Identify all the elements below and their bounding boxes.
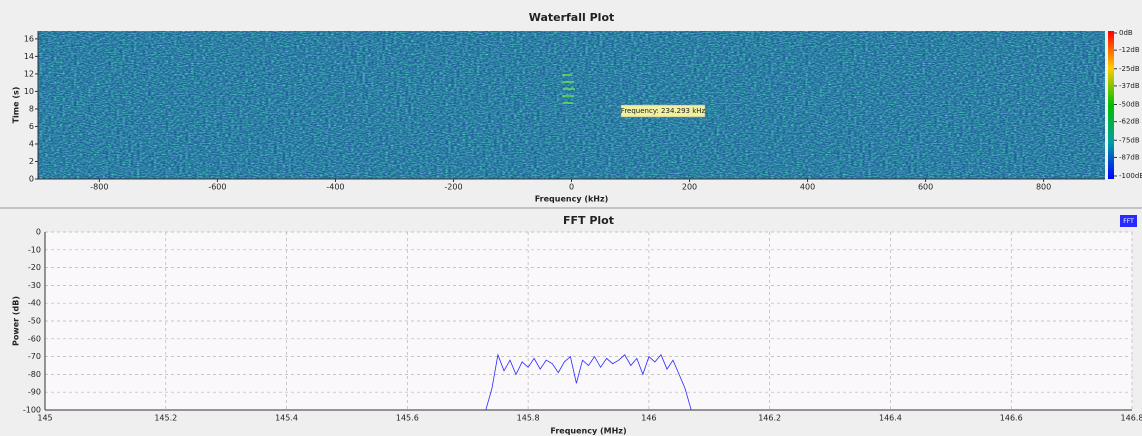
colorbar <box>1108 31 1114 179</box>
y-axis-label: Time (s) <box>12 87 21 124</box>
y-tick-label: -30 <box>28 281 41 290</box>
x-tick-label: 146 <box>641 414 656 423</box>
x-tick-label: 145.2 <box>154 414 177 423</box>
x-tick-label: 600 <box>918 183 933 192</box>
y-tick-label: 10 <box>24 87 34 96</box>
x-tick-label: 400 <box>800 183 815 192</box>
y-tick-label: -40 <box>28 299 41 308</box>
chart-title: Waterfall Plot <box>529 11 615 24</box>
x-axis-label: Frequency (MHz) <box>550 427 626 436</box>
y-tick-label: -10 <box>28 245 41 254</box>
x-tick-label: -200 <box>444 183 462 192</box>
x-tick-label: 200 <box>682 183 697 192</box>
legend-label: FFT <box>1123 218 1134 225</box>
x-tick-label: 146.4 <box>879 414 902 423</box>
screen: Waterfall Plot Frequency (kHz) Time (s) -80… <box>0 0 1142 436</box>
colorbar-label: -100dB <box>1119 172 1142 180</box>
colorbar-label: -50dB <box>1119 101 1140 109</box>
chart-title: FFT Plot <box>563 214 614 227</box>
colorbar-label: 0dB <box>1119 29 1133 37</box>
y-tick-label: -80 <box>28 370 41 379</box>
y-tick-label: 14 <box>24 52 34 61</box>
colorbar-label: -75dB <box>1119 136 1140 144</box>
x-tick-label: 145.6 <box>396 414 419 423</box>
x-tick-label: 145 <box>37 414 52 423</box>
colorbar-label: -25dB <box>1119 65 1140 73</box>
x-tick-label: 145.8 <box>517 414 540 423</box>
waterfall-noise <box>38 31 1105 179</box>
x-tick-label: -800 <box>90 183 108 192</box>
y-tick-label: 8 <box>29 104 34 113</box>
y-tick-label: -60 <box>28 334 41 343</box>
x-tick-label: 146.6 <box>1000 414 1023 423</box>
colorbar-label: -87dB <box>1119 153 1140 161</box>
y-axis-label: Power (dB) <box>12 296 21 346</box>
y-tick-label: 2 <box>29 157 34 166</box>
annotation: Frequency: 234.293 kHz <box>621 107 706 115</box>
x-tick-label: -400 <box>326 183 344 192</box>
x-tick-label: 145.4 <box>275 414 298 423</box>
x-axis-label: Frequency (kHz) <box>535 195 609 204</box>
x-tick-label: 146.2 <box>758 414 781 423</box>
colorbar-label: -12dB <box>1119 46 1140 54</box>
x-tick-label: 146.8 <box>1121 414 1142 423</box>
y-tick-label: 12 <box>24 69 34 78</box>
colorbar-label: -62dB <box>1119 118 1140 126</box>
y-tick-label: 16 <box>24 34 34 43</box>
y-tick-label: -70 <box>28 352 41 361</box>
colorbar-label: -37dB <box>1119 82 1140 90</box>
y-tick-label: -20 <box>28 263 41 272</box>
waterfall-panel <box>38 31 1114 179</box>
y-tick-label: -50 <box>28 317 41 326</box>
y-tick-label: 6 <box>29 122 34 131</box>
y-tick-label: -100 <box>23 406 41 415</box>
x-tick-label: -600 <box>208 183 226 192</box>
y-tick-label: 0 <box>29 175 34 184</box>
x-tick-label: 800 <box>1036 183 1051 192</box>
y-tick-label: 4 <box>29 139 34 148</box>
y-tick-label: -90 <box>28 388 41 397</box>
x-tick-label: 0 <box>569 183 574 192</box>
y-tick-label: 0 <box>36 228 41 237</box>
